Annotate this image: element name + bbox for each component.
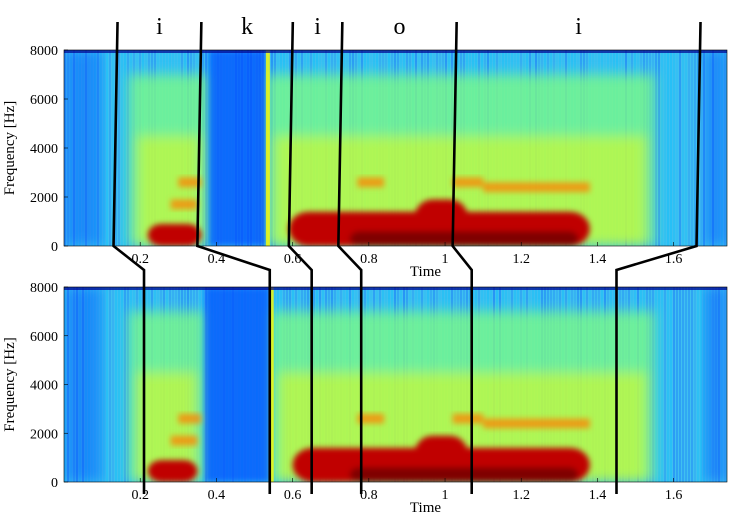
- x-tick-label: 1: [442, 488, 449, 503]
- spectrogram-image: [64, 287, 727, 482]
- x-tick-label: 1.6: [665, 488, 683, 503]
- y-tick-label: 4000: [30, 379, 58, 394]
- burst-line: [265, 50, 270, 246]
- formants: [170, 177, 590, 210]
- top-band: [64, 50, 727, 53]
- x-axis-label: Time: [410, 264, 441, 280]
- segment-label: o: [394, 14, 406, 40]
- y-tick-label: 4000: [30, 142, 58, 157]
- x-tick-label: 1.2: [512, 252, 530, 267]
- y-tick-label: 0: [51, 240, 58, 255]
- x-tick-label: 1.6: [665, 252, 683, 267]
- x-tick-label: 0.4: [208, 488, 226, 503]
- y-tick-label: 6000: [30, 330, 58, 345]
- x-tick-label: 0.8: [360, 252, 378, 267]
- x-tick-label: 1.4: [589, 488, 607, 503]
- y-tick-label: 8000: [30, 44, 58, 59]
- x-tick-label: 0.2: [131, 252, 149, 267]
- x-tick-label: 1: [442, 252, 449, 267]
- boundary-line: [615, 21, 702, 494]
- x-tick-label: 1.4: [589, 252, 607, 267]
- closure-band: [204, 287, 270, 482]
- x-tick-label: 0.6: [284, 252, 302, 267]
- x-tick-label: 0.4: [208, 252, 226, 267]
- spectrogram-bottom: 0 2000 4000 6000 8000 0.2 0.4 0.6 0.8 1 1.2 1.4 1.6 F…: [2, 281, 728, 516]
- boundary-line: [287, 21, 313, 494]
- closure-band: [208, 50, 266, 246]
- edge-right: [704, 287, 727, 482]
- segment-label: i: [575, 14, 582, 40]
- edge-left: [64, 287, 103, 482]
- y-tick-label: 8000: [30, 281, 58, 296]
- boundary-line: [451, 21, 474, 494]
- low-frequency-energy: [147, 435, 590, 482]
- x-tick-label: 0.6: [284, 488, 302, 503]
- y-axis-label: Frequency [Hz]: [2, 101, 18, 196]
- spectrogram-top: 0 2000 4000 6000 8000 0.2 0.4 0.6 0.8 1 1.2 1.4 1.6 F…: [2, 44, 728, 280]
- edge-left: [64, 50, 103, 246]
- edge-right: [704, 50, 727, 246]
- spectrogram-image: [64, 50, 727, 246]
- segment-label: k: [241, 14, 253, 40]
- top-band: [64, 287, 727, 290]
- burst-line: [269, 287, 274, 482]
- y-tick-label: 6000: [30, 93, 58, 108]
- boundary-line: [112, 21, 146, 494]
- y-tick-label: 0: [51, 476, 58, 491]
- boundary-line: [196, 21, 272, 494]
- y-tick-label: 2000: [30, 427, 58, 442]
- x-tick-label: 0.2: [131, 488, 149, 503]
- segment-label: i: [314, 14, 321, 40]
- boundary-line: [337, 21, 363, 494]
- y-axis-label: Frequency [Hz]: [2, 337, 18, 432]
- segment-label: i: [156, 14, 163, 40]
- x-axis-label: Time: [410, 500, 441, 516]
- x-tick-label: 1.2: [512, 488, 530, 503]
- y-tick-label: 2000: [30, 191, 58, 206]
- x-tick-label: 0.8: [360, 488, 378, 503]
- formants: [170, 413, 590, 446]
